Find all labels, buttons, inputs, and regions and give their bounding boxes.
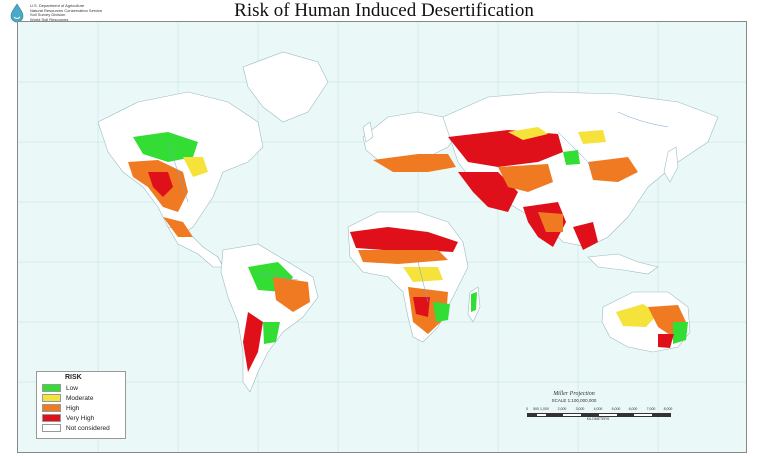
southeast-asia-islands — [587, 253, 659, 275]
scale-tick-label: 4,000 — [593, 407, 603, 411]
british-isles — [362, 121, 374, 143]
scale-tick-label: 5,000 — [611, 407, 621, 411]
sahel-high-risk-region — [358, 250, 448, 264]
agency-line: U.S. Department of Agriculture — [30, 3, 85, 8]
scale-tick-label: 3,000 — [575, 407, 585, 411]
risk-overlays — [128, 127, 688, 372]
greenland — [242, 51, 329, 123]
world-map-svg — [18, 22, 746, 452]
china-high-risk-region — [588, 157, 638, 182]
madagascar-moderate-risk — [471, 292, 477, 312]
scale-segment — [546, 414, 563, 416]
world-map — [17, 21, 747, 453]
scale-bar-line — [527, 413, 671, 417]
sa-low-risk-south — [263, 322, 280, 344]
na-low-risk-region — [133, 132, 198, 162]
japan — [663, 146, 679, 183]
legend-label: Moderate — [66, 394, 94, 402]
legend-label: Very High — [66, 414, 95, 422]
scale-tick-label: 2,000 — [557, 407, 567, 411]
agency-line: Natural Resources Conservation Service — [30, 7, 103, 13]
mexico-high-risk-region — [163, 217, 193, 237]
southern-africa-very-high-risk-region — [413, 297, 430, 317]
australia-very-high-risk-region — [658, 334, 674, 348]
sa-high-risk-region — [273, 277, 310, 312]
na-very-high-risk-region — [148, 172, 173, 197]
scale-bar: 0 500 1,000 2,000 3,000 4,000 5,000 6,00… — [526, 407, 672, 425]
agency-line: World Soil Resources — [30, 16, 69, 22]
southeast-asia-very-high-risk-region — [573, 222, 598, 250]
australia-low-risk-region — [673, 322, 688, 344]
africa-low-risk-region — [433, 302, 450, 322]
legend: RISK Low Moderate High Very High Not con… — [36, 371, 126, 439]
legend-item-not-considered: Not considered — [42, 424, 110, 432]
legend-label: Low — [66, 384, 78, 392]
legend-item-low: Low — [42, 384, 78, 392]
legend-label: High — [66, 404, 80, 412]
scale-segment — [581, 414, 599, 416]
scale-tick-label: 0 — [526, 407, 528, 411]
mongolia-moderate-risk-region — [578, 130, 606, 144]
projection-scale: SCALE 1:100,000,000 — [551, 398, 597, 403]
europe — [362, 111, 459, 163]
sa-very-high-risk-region — [243, 312, 263, 372]
legend-swatch — [42, 384, 61, 392]
scale-unit: KILOMETERS — [586, 417, 610, 421]
australia-moderate-risk-region — [616, 304, 658, 327]
legend-swatch — [42, 424, 61, 432]
legend-swatch — [42, 404, 61, 412]
central-asia-high-risk-region — [498, 164, 553, 192]
middle-east-very-high-risk-region — [458, 172, 518, 212]
legend-item-moderate: Moderate — [42, 394, 93, 402]
legend-item-high: High — [42, 404, 79, 412]
agency-text: U.S. Department of Agriculture Natural R… — [30, 3, 103, 22]
scale-tick-label: 7,000 — [646, 407, 656, 411]
legend-label: Not considered — [66, 424, 110, 432]
legend-swatch — [42, 414, 61, 422]
projection-name: Miller Projection — [553, 391, 595, 397]
map-title: Risk of Human Induced Desertification — [234, 0, 534, 21]
na-moderate-risk-region — [183, 157, 208, 177]
scale-tick-label: 6,000 — [628, 407, 638, 411]
central-asia-very-high-risk-region — [448, 130, 563, 167]
scale-segment — [617, 414, 634, 416]
africa-moderate-risk-region — [403, 267, 443, 282]
china-low-risk-region — [563, 150, 580, 165]
north-america — [97, 91, 264, 238]
legend-item-very-high: Very High — [42, 414, 94, 422]
projection-block: Miller Projection SCALE 1:100,000,000 — [524, 391, 624, 403]
steppe-moderate-risk-region — [508, 127, 548, 140]
india-high-risk-region — [538, 212, 563, 232]
scale-segment — [528, 414, 537, 416]
legend-title: RISK — [65, 374, 82, 381]
scale-tick-label: 8,000 — [663, 407, 673, 411]
mediterranean-high-risk-region — [373, 154, 456, 172]
legend-swatch — [42, 394, 61, 402]
agency-line: Soil Survey Division — [30, 12, 66, 18]
scale-tick-label: 500 1,000 — [533, 407, 549, 411]
rivers — [167, 111, 669, 303]
scale-segment — [652, 414, 670, 416]
sahel-very-high-risk-region — [350, 227, 458, 252]
